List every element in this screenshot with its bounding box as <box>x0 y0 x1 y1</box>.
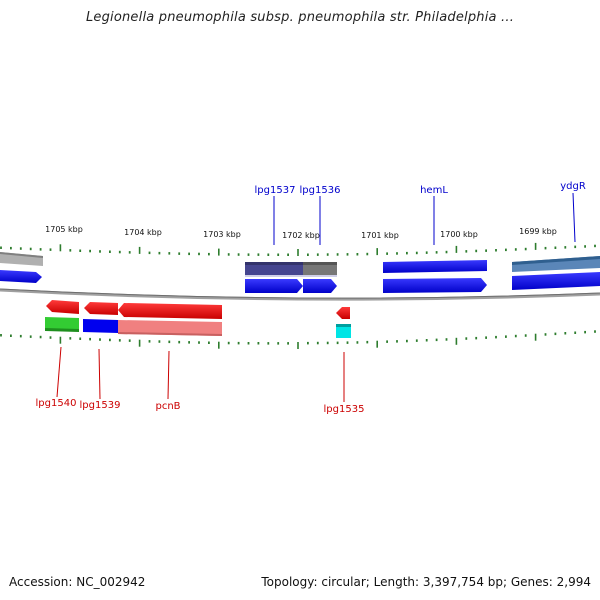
backbone-shade <box>0 288 600 299</box>
upper-outer-features <box>0 252 600 277</box>
lower-outer-features <box>45 317 351 338</box>
feature-pink-bottom <box>118 332 222 336</box>
feature-green-bottom <box>45 328 79 332</box>
gene-label-ydgR[interactable]: ydgR <box>560 181 586 192</box>
cds-lpg1539 <box>84 302 118 315</box>
kbp-label-1703: 1703 kbp <box>203 230 241 239</box>
kbp-label-1699: 1699 kbp <box>519 227 557 236</box>
feature-lpg1537-outer-top <box>245 262 303 265</box>
feature-green <box>45 317 79 331</box>
feature-blue-lower <box>83 319 118 333</box>
cds-lpg1540 <box>46 300 79 314</box>
feature-gray-left-top <box>0 252 43 258</box>
accession-text: Accession: NC_002942 <box>9 575 146 589</box>
upper-inner-cds <box>0 270 600 293</box>
feature-lpg1537-outer <box>245 262 303 275</box>
leader-lpg1540 <box>56 346 62 398</box>
kbp-label-1700: 1700 kbp <box>440 230 478 239</box>
cds-ydgR <box>512 272 600 290</box>
feature-lpg1536-outer <box>303 262 337 275</box>
backbone-line <box>0 288 600 301</box>
feature-lpg1536-outer-top <box>303 262 337 265</box>
kbp-label-1702: 1702 kbp <box>282 231 320 240</box>
leader-pcnB <box>167 350 170 400</box>
cds-hemL <box>383 278 487 293</box>
map-title: Legionella pneumophila subsp. pneumophil… <box>85 10 515 25</box>
feature-cyan <box>336 324 351 338</box>
kbp-label-1701: 1701 kbp <box>361 231 399 240</box>
lower-inner-cds <box>46 300 350 319</box>
cds-pcnB <box>118 303 222 319</box>
leader-ydgR <box>572 192 576 243</box>
gene-label-lpg1535[interactable]: lpg1535 <box>324 404 365 415</box>
cds-lpg1537 <box>245 279 303 293</box>
gene-label-lpg1537[interactable]: lpg1537 <box>255 185 296 196</box>
feature-pink <box>118 320 222 336</box>
feature-ydgR-outer-top <box>512 256 600 265</box>
cds-lpg1535 <box>336 307 350 319</box>
gene-label-pcnB[interactable]: pcnB <box>155 401 180 412</box>
kbp-label-1705: 1705 kbp <box>45 225 83 234</box>
gene-label-lpg1536[interactable]: lpg1536 <box>300 185 341 196</box>
feature-outer-underline <box>245 275 337 277</box>
lower-tick-row <box>0 330 596 349</box>
topology-text: Topology: circular; Length: 3,397,754 bp… <box>261 575 591 589</box>
leader-lpg1539 <box>98 348 101 400</box>
gene-label-lpg1539[interactable]: lpg1539 <box>80 400 121 411</box>
cds-lpg1536 <box>303 279 337 293</box>
cds-forward-left <box>0 270 42 283</box>
kbp-label-1704: 1704 kbp <box>124 228 162 237</box>
feature-cyan-top <box>336 324 351 327</box>
leader-lines <box>56 192 576 402</box>
feature-hemL-outer <box>383 260 487 273</box>
gene-label-hemL[interactable]: hemL <box>420 185 448 196</box>
upper-tick-row <box>0 242 596 256</box>
gene-label-lpg1540[interactable]: lpg1540 <box>36 398 77 409</box>
